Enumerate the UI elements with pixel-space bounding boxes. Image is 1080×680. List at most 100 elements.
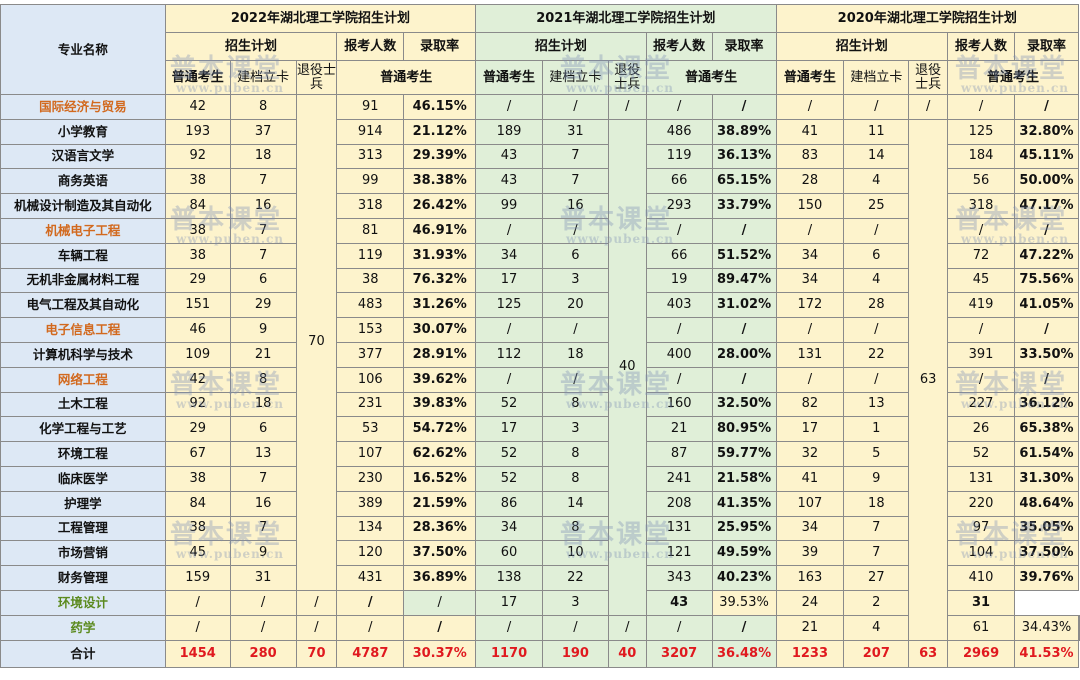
total-cell: 2969 <box>947 639 1015 668</box>
cell-rate-y2020: 39.76% <box>1013 565 1080 591</box>
year-2022-title: 2022年湖北理工学院招生计划 <box>164 4 477 33</box>
cell-applicants-y2022: 313 <box>336 143 405 170</box>
major-name: 商务英语 <box>0 168 166 195</box>
cell-rate-y2020: 37.50% <box>1013 540 1080 567</box>
cell-normal-y2021: 112 <box>475 341 543 368</box>
cell-applicants-y2022: 107 <box>336 441 405 467</box>
major-name: 环境设计 <box>0 589 166 616</box>
cell-normal-y2020: 21 <box>775 614 845 641</box>
cell-normal-y2020: 107 <box>775 490 845 517</box>
table-row: 车辆工程 38 7 119 31.93% 34 6 66 51.52% 34 6 72 47.22% <box>0 242 1080 269</box>
major-name: 电子信息工程 <box>0 317 166 343</box>
cell-poor-y2022: 31 <box>229 565 297 591</box>
cell-normal-y2021: 43 <box>475 168 543 195</box>
cell-normal-y2022: 29 <box>164 267 231 294</box>
cell-applicants-y2020: 220 <box>947 490 1015 517</box>
cell-rate-y2022: 29.39% <box>403 143 477 170</box>
cell-poor-y2021: 6 <box>541 242 609 269</box>
cell-applicants-y2020: 56 <box>947 168 1015 195</box>
cell-normal-y2020: 34 <box>775 267 845 294</box>
cell-normal-y2020: 28 <box>775 168 845 195</box>
cell-poor-y2020: / <box>843 94 910 120</box>
cell-rate-y2022: 37.50% <box>403 540 477 567</box>
cell-veteran-y2022: / <box>295 614 338 641</box>
cell-applicants-y2021: 19 <box>645 267 713 294</box>
cell-poor-y2021: 7 <box>541 168 609 195</box>
plan-header-2021: 招生计划 <box>475 32 647 61</box>
cell-poor-y2021: / <box>541 614 609 641</box>
cell-applicants-y2020: 26 <box>947 416 1015 443</box>
cell-poor-y2020: / <box>843 317 910 343</box>
cell-applicants-y2021: / <box>645 94 713 120</box>
cell-rate-y2020: 32.80% <box>1013 118 1080 145</box>
cell-poor-y2021: 8 <box>541 465 609 492</box>
major-name: 小学教育 <box>0 118 166 145</box>
cell-normal-y2021: 189 <box>475 118 543 145</box>
cell-rate-y2022: / <box>336 589 405 616</box>
cell-poor-y2022: 18 <box>229 391 297 418</box>
cell-applicants-y2021: 66 <box>645 168 713 195</box>
table-row: 电子信息工程 46 9 153 30.07% / / / / / / / / <box>0 317 1080 343</box>
cell-poor-y2020: 11 <box>843 118 910 145</box>
cell-poor-y2021: 3 <box>541 416 609 443</box>
rate-header-2022: 录取率 <box>403 32 477 61</box>
cell-normal-y2021: / <box>475 317 543 343</box>
cell-rate-y2022: 62.62% <box>403 441 477 467</box>
table-row: 无机非金属材料工程 29 6 38 76.32% 17 3 19 89.47% 34 4 45 75.5… <box>0 267 1080 294</box>
cell-poor-y2022: / <box>229 589 297 616</box>
cell-applicants-y2022: 914 <box>336 118 405 145</box>
cell-normal-y2020: 41 <box>775 465 845 492</box>
cell-normal-y2022: 151 <box>164 292 231 319</box>
major-name: 土木工程 <box>0 391 166 418</box>
cell-rate-y2021: 25.95% <box>711 515 777 542</box>
cell-normal-y2020: 39 <box>775 540 845 567</box>
table-row: 电气工程及其自动化 151 29 483 31.26% 125 20 403 31.02% 172… <box>0 292 1080 319</box>
cell-normal-y2021: / <box>475 94 543 120</box>
cell-rate-y2020: 33.50% <box>1013 341 1080 368</box>
year-2021-title: 2021年湖北理工学院招生计划 <box>475 4 777 33</box>
cell-normal-y2021: / <box>475 217 543 244</box>
cell-rate-y2021: 59.77% <box>711 441 777 467</box>
cell-rate-y2022: 30.07% <box>403 317 477 343</box>
cell-applicants-y2020: 131 <box>947 465 1015 492</box>
cell-rate-y2021: 89.47% <box>711 267 777 294</box>
cell-rate-y2022: 21.12% <box>403 118 477 145</box>
cell-normal-y2022: 42 <box>164 94 231 120</box>
applicants-header-2020: 报考人数 <box>947 32 1015 61</box>
cell-rate-y2020: 31 <box>947 589 1015 616</box>
cell-normal-y2020: / <box>775 366 845 393</box>
cell-rate-y2020: 47.17% <box>1013 193 1080 219</box>
cell-poor-y2022: 18 <box>229 143 297 170</box>
total-cell: 63 <box>908 639 949 668</box>
major-name: 电气工程及其自动化 <box>0 292 166 319</box>
table-row: 市场营销 45 9 120 37.50% 60 10 121 49.59% 39 7 104 37.50… <box>0 540 1080 567</box>
cell-veteran-y2020: 61 <box>947 614 1015 641</box>
cell-rate-y2020: 47.22% <box>1013 242 1080 269</box>
cell-poor-y2022: 9 <box>229 317 297 343</box>
cell-applicants-y2021: 131 <box>645 515 713 542</box>
major-name: 化学工程与工艺 <box>0 416 166 443</box>
cell-normal-y2022: / <box>164 589 231 616</box>
cell-applicants-y2021: / <box>645 614 713 641</box>
cell-poor-y2021: 8 <box>541 515 609 542</box>
major-name: 临床医学 <box>0 465 166 492</box>
cell-applicants-y2021: 403 <box>645 292 713 319</box>
cell-poor-y2022: / <box>229 614 297 641</box>
cell-rate-y2021: / <box>711 94 777 120</box>
major-name: 市场营销 <box>0 540 166 567</box>
cell-poor-y2021: 10 <box>541 540 609 567</box>
cell-applicants-y2022: 53 <box>336 416 405 443</box>
total-cell: 207 <box>843 639 910 668</box>
cell-applicants-y2021: / <box>645 217 713 244</box>
cell-applicants-y2022: 389 <box>336 490 405 517</box>
cell-applicants-y2022: 99 <box>336 168 405 195</box>
rate-header-2020: 录取率 <box>1013 32 1080 61</box>
cell-rate-y2021: / <box>711 217 777 244</box>
total-row: 合计 1454 280 70 4787 30.37% 1170 190 40 3207 36.48%… <box>0 639 1080 668</box>
cell-poor-y2022: 8 <box>229 94 297 120</box>
cell-rate-y2022: 46.15% <box>403 94 477 120</box>
cell-normal-y2020: 172 <box>775 292 845 319</box>
cell-rate-y2021: / <box>711 614 777 641</box>
major-name: 药学 <box>0 614 166 641</box>
cell-normal-y2022: 92 <box>164 143 231 170</box>
